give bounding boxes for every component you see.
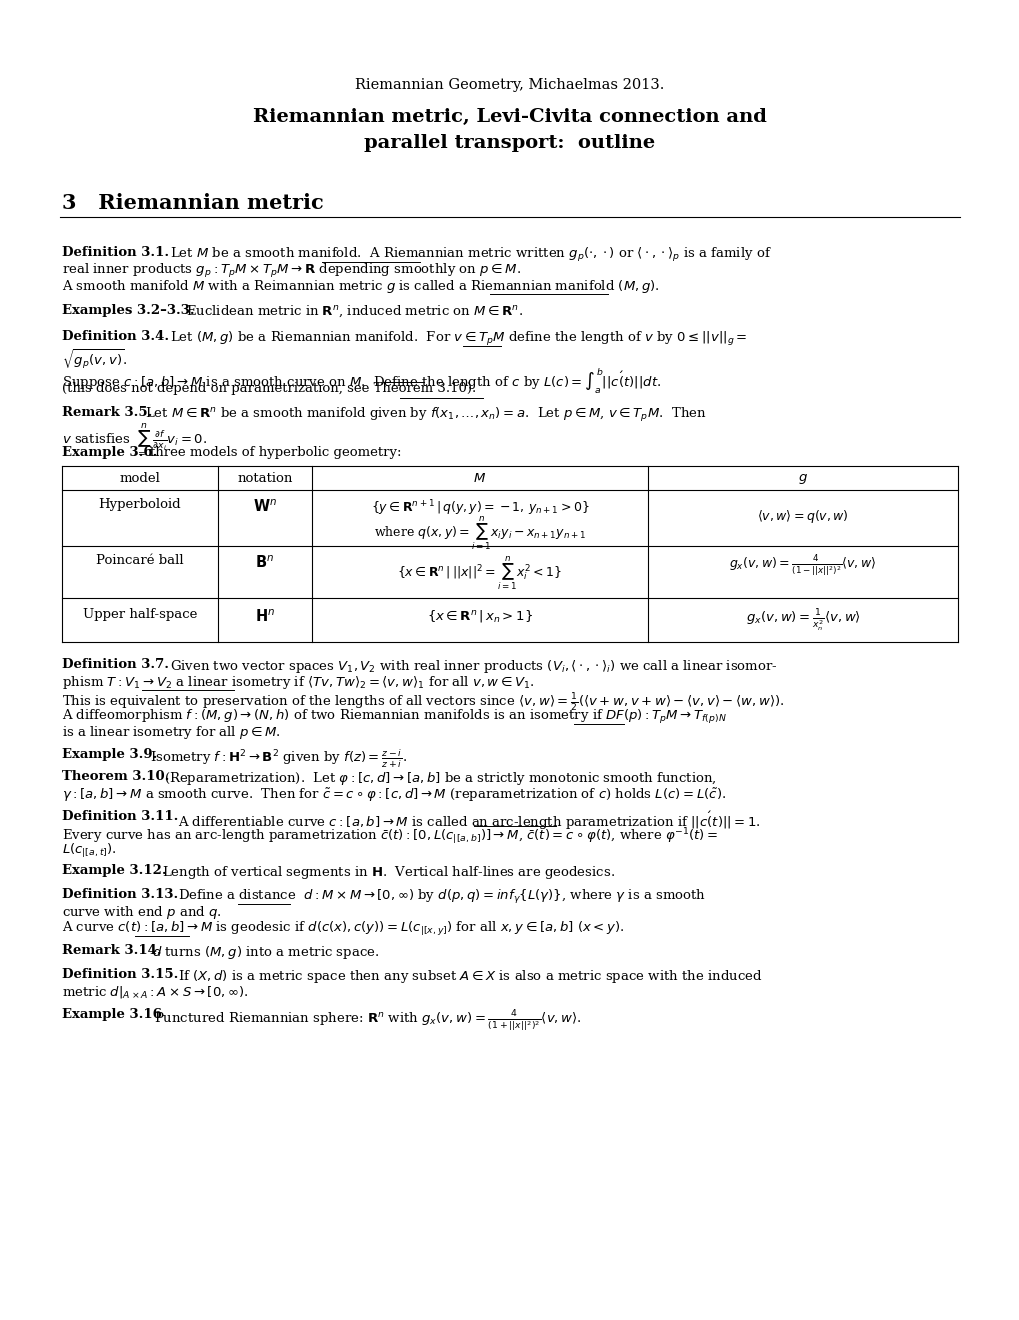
Text: $d$ turns $(M,g)$ into a metric space.: $d$ turns $(M,g)$ into a metric space.: [152, 944, 379, 961]
Text: Isometry $f:\mathbf{H}^2\to\mathbf{B}^2$ given by $f(z)=\frac{z-i}{z+i}$.: Isometry $f:\mathbf{H}^2\to\mathbf{B}^2$…: [150, 748, 407, 770]
Text: $\langle v,w\rangle = q(v,w)$: $\langle v,w\rangle = q(v,w)$: [756, 508, 848, 525]
Text: $\sqrt{g_p(v,v)}$.: $\sqrt{g_p(v,v)}$.: [62, 348, 127, 372]
Text: A diffeomorphism $f:(M,g)\to(N,h)$ of two Riemannian manifolds is an isometry if: A diffeomorphism $f:(M,g)\to(N,h)$ of tw…: [62, 708, 727, 726]
Text: $\mathbf{W}^n$: $\mathbf{W}^n$: [253, 498, 277, 515]
Text: $\{x \in \mathbf{R}^n\,|\,||x||^2=\sum_{i=1}^n x_i^2<1\}$: $\{x \in \mathbf{R}^n\,|\,||x||^2=\sum_{…: [397, 554, 561, 591]
Text: Example 3.16: Example 3.16: [62, 1008, 162, 1020]
Text: real inner products $g_p: T_pM \times T_pM \to \mathbf{R}$ depending smoothly on: real inner products $g_p: T_pM \times T_…: [62, 261, 521, 280]
Text: metric $d|_{A\times A}: A\times S\to[0,\infty)$.: metric $d|_{A\times A}: A\times S\to[0,\…: [62, 983, 249, 1001]
Text: Riemannian Geometry, Michaelmas 2013.: Riemannian Geometry, Michaelmas 2013.: [355, 78, 664, 92]
Text: $L(c_{|[a,t]})$.: $L(c_{|[a,t]})$.: [62, 842, 117, 861]
Text: where $q(x,y)=\sum_{i=1}^n x_iy_i - x_{n+1}y_{n+1}$: where $q(x,y)=\sum_{i=1}^n x_iy_i - x_{n…: [374, 513, 586, 552]
Text: Let $M \in \mathbf{R}^n$ be a smooth manifold given by $f(x_1,\ldots,x_n) = a$. : Let $M \in \mathbf{R}^n$ be a smooth man…: [145, 407, 706, 424]
Text: This is equivalent to preservation of the lengths of all vectors since $\langle : This is equivalent to preservation of th…: [62, 692, 784, 714]
Text: Theorem 3.10.: Theorem 3.10.: [62, 770, 169, 783]
Text: Let $M$ be a smooth manifold.  A Riemannian metric written $g_p(\cdot,\cdot)$ or: Let $M$ be a smooth manifold. A Riemanni…: [170, 246, 771, 264]
Text: curve with end $p$ and $q$.: curve with end $p$ and $q$.: [62, 904, 221, 921]
Text: $g_x(v,w)=\frac{1}{x_n^2}\langle v,w\rangle$: $g_x(v,w)=\frac{1}{x_n^2}\langle v,w\ran…: [745, 609, 860, 634]
Text: $g$: $g$: [797, 473, 807, 486]
Text: If $(X,d)$ is a metric space then any subset $A \in X$ is also a metric space wi: If $(X,d)$ is a metric space then any su…: [178, 968, 762, 985]
Text: $v$ satisfies $\sum_{i=1}^{n} \frac{\partial f}{\partial x_i} v_i = 0$.: $v$ satisfies $\sum_{i=1}^{n} \frac{\par…: [62, 422, 207, 461]
Text: three models of hyperbolic geometry:: three models of hyperbolic geometry:: [150, 446, 401, 459]
Text: Riemannian metric, Levi-Civita connection and: Riemannian metric, Levi-Civita connectio…: [253, 108, 766, 125]
Text: $\mathbf{H}^n$: $\mathbf{H}^n$: [255, 609, 275, 624]
Text: A differentiable curve $c:[a,b]\to M$ is called an arc-length parametrization if: A differentiable curve $c:[a,b]\to M$ is…: [178, 810, 760, 832]
Text: $\mathbf{B}^n$: $\mathbf{B}^n$: [255, 554, 274, 570]
Text: model: model: [119, 473, 160, 484]
Text: Remark 3.5.: Remark 3.5.: [62, 407, 152, 418]
Text: Define a distance  $d:M\times M\to[0,\infty)$ by $d(p,q)=inf_\gamma\{L(\gamma)\}: Define a distance $d:M\times M\to[0,\inf…: [178, 888, 705, 906]
Text: $g_x(v,w)=\frac{4}{(1-||x||^2)^2}\langle v,w\rangle$: $g_x(v,w)=\frac{4}{(1-||x||^2)^2}\langle…: [729, 554, 876, 579]
Text: Remark 3.14.: Remark 3.14.: [62, 944, 161, 957]
Text: Euclidean metric in $\mathbf{R}^n$, induced metric on $M \in \mathbf{R}^n$.: Euclidean metric in $\mathbf{R}^n$, indu…: [185, 304, 523, 319]
Text: parallel transport:  outline: parallel transport: outline: [364, 135, 655, 152]
Text: Upper half-space: Upper half-space: [83, 609, 197, 620]
Text: is a linear isometry for all $p \in M$.: is a linear isometry for all $p \in M$.: [62, 723, 280, 741]
Text: Definition 3.15.: Definition 3.15.: [62, 968, 178, 981]
Text: Punctured Riemannian sphere: $\mathbf{R}^n$ with $g_x(v,w)=\frac{4}{(1+||x||^2)^: Punctured Riemannian sphere: $\mathbf{R}…: [154, 1008, 581, 1034]
Text: Suppose $c:[a,b] \to M$ is a smooth curve on $M$.  Define the length of $c$ by $: Suppose $c:[a,b] \to M$ is a smooth curv…: [62, 366, 660, 395]
Text: (this does not depend on parametrization, see Theorem 3.10).: (this does not depend on parametrization…: [62, 381, 476, 395]
Text: $M$: $M$: [473, 473, 486, 484]
Text: Definition 3.1.: Definition 3.1.: [62, 246, 169, 259]
Text: Let $(M,g)$ be a Riemannian manifold.  For $v \in T_pM$ define the length of $v$: Let $(M,g)$ be a Riemannian manifold. Fo…: [170, 330, 747, 348]
Text: notation: notation: [237, 473, 292, 484]
Text: Hyperboloid: Hyperboloid: [99, 498, 181, 511]
Text: Given two vector spaces $V_1,V_2$ with real inner products $(V_i,\langle\cdot,\c: Given two vector spaces $V_1,V_2$ with r…: [170, 657, 777, 675]
Text: Example 3.12.: Example 3.12.: [62, 865, 166, 876]
Text: Example 3.6.: Example 3.6.: [62, 446, 157, 459]
Text: phism $T:V_1 \to V_2$ a linear isometry if $\langle Tv,Tw\rangle_2 = \langle v,w: phism $T:V_1 \to V_2$ a linear isometry …: [62, 675, 534, 690]
Text: $\{y \in \mathbf{R}^{n+1}\,|\,q(y,y)=-1,\,y_{n+1}>0\}$: $\{y \in \mathbf{R}^{n+1}\,|\,q(y,y)=-1,…: [370, 498, 589, 517]
Text: (Reparametrization).  Let $\varphi:[c,d]\to[a,b]$ be a strictly monotonic smooth: (Reparametrization). Let $\varphi:[c,d]\…: [164, 770, 716, 787]
Text: $\{x \in \mathbf{R}^n\,|\,x_n>1\}$: $\{x \in \mathbf{R}^n\,|\,x_n>1\}$: [427, 609, 533, 624]
Text: Definition 3.4.: Definition 3.4.: [62, 330, 169, 343]
Text: Definition 3.13.: Definition 3.13.: [62, 888, 178, 902]
Text: $\gamma:[a,b]\to M$ a smooth curve.  Then for $\tilde{c}=c\circ\varphi:[c,d]\to : $\gamma:[a,b]\to M$ a smooth curve. Then…: [62, 785, 726, 804]
Text: A smooth manifold $M$ with a Reimannian metric $g$ is called a Riemannian manifo: A smooth manifold $M$ with a Reimannian …: [62, 279, 659, 294]
Text: Length of vertical segments in $\mathbf{H}$.  Vertical half-lines are geodesics.: Length of vertical segments in $\mathbf{…: [162, 865, 614, 880]
Text: Example 3.9.: Example 3.9.: [62, 748, 157, 762]
Text: Poincaré ball: Poincaré ball: [96, 554, 183, 568]
Text: Definition 3.7.: Definition 3.7.: [62, 657, 169, 671]
Text: Every curve has an arc-length parametrization $\bar{c}(t):[0,L(c_{|[a,b]})] \to : Every curve has an arc-length parametriz…: [62, 826, 717, 846]
Text: A curve $c(t):[a,b]\to M$ is geodesic if $d(c(x),c(y))=L(c_{|[x,y]})$ for all $x: A curve $c(t):[a,b]\to M$ is geodesic if…: [62, 920, 624, 939]
Text: Definition 3.11.: Definition 3.11.: [62, 810, 178, 822]
Text: Examples 3.2–3.3.: Examples 3.2–3.3.: [62, 304, 195, 317]
Text: 3   Riemannian metric: 3 Riemannian metric: [62, 193, 323, 213]
